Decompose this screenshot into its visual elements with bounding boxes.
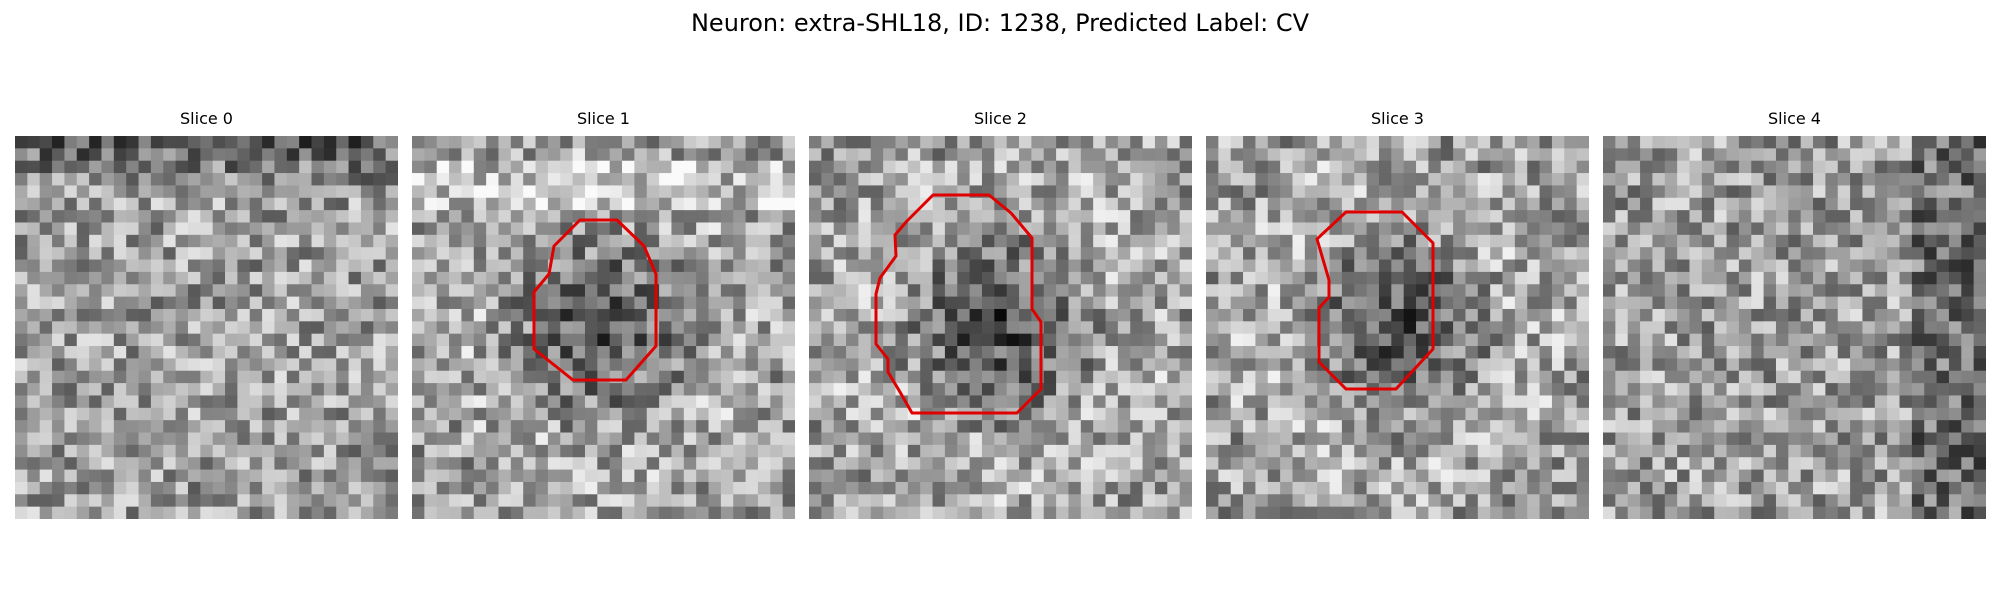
slice-title-0: Slice 0: [180, 109, 233, 128]
slice-image-3: [1206, 136, 1589, 519]
slice-image-2: [809, 136, 1192, 519]
slice-title-3: Slice 3: [1371, 109, 1424, 128]
slice-image-1: [412, 136, 795, 519]
slice-title-1: Slice 1: [577, 109, 630, 128]
neuron-contour-1: [532, 218, 658, 382]
slice-image-4: [1603, 136, 1986, 519]
neuron-contour-3: [1315, 210, 1435, 391]
figure-title: Neuron: extra-SHL18, ID: 1238, Predicted…: [690, 9, 1310, 37]
slice-image-0: [15, 136, 398, 519]
slice-panel-3: Slice 3: [1206, 108, 1589, 519]
slice-panel-0: Slice 0: [15, 108, 398, 519]
neuron-contour-2: [874, 193, 1043, 415]
slice-panel-1: Slice 1: [412, 108, 795, 519]
slice-title-2: Slice 2: [974, 109, 1027, 128]
slice-title-4: Slice 4: [1768, 109, 1821, 128]
slice-panel-2: Slice 2: [809, 108, 1192, 519]
slice-panel-4: Slice 4: [1603, 108, 1986, 519]
